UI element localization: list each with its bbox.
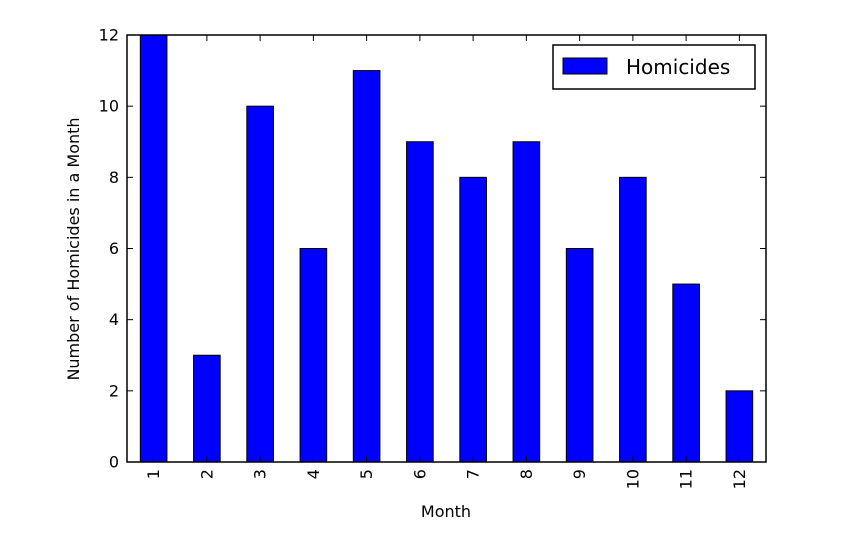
bar-month-11 bbox=[672, 283, 700, 463]
bar-month-12 bbox=[725, 390, 754, 463]
bar-month-7 bbox=[459, 176, 487, 463]
bar-month-10 bbox=[619, 176, 647, 463]
bar-month-1 bbox=[139, 34, 168, 463]
legend-swatch bbox=[562, 57, 608, 75]
x-tick-label: 1 bbox=[144, 469, 163, 479]
y-tick-label: 12 bbox=[99, 26, 119, 45]
bar-month-5 bbox=[352, 70, 381, 463]
bar-month-2 bbox=[193, 354, 221, 463]
bar-month-6 bbox=[406, 141, 434, 463]
bar-month-9 bbox=[565, 248, 594, 463]
x-axis-label: Month bbox=[421, 502, 471, 521]
y-tick-label: 8 bbox=[109, 168, 119, 187]
x-tick-label: 8 bbox=[517, 469, 536, 479]
legend: Homicides bbox=[552, 44, 756, 90]
plot-frame bbox=[126, 34, 767, 463]
x-tick-label: 7 bbox=[464, 469, 483, 479]
x-tick-label: 6 bbox=[410, 469, 429, 479]
x-tick-label: 5 bbox=[357, 469, 376, 479]
y-tick-label: 10 bbox=[99, 97, 119, 116]
x-tick-label: 10 bbox=[623, 469, 642, 489]
bars-group bbox=[139, 34, 754, 463]
x-tick-label: 11 bbox=[677, 469, 696, 489]
y-tick-label: 4 bbox=[109, 310, 119, 329]
x-tick-label: 4 bbox=[304, 469, 323, 479]
y-axis-label: Number of Homicides in a Month bbox=[64, 117, 83, 380]
x-tick-label: 12 bbox=[730, 469, 749, 489]
y-tick-label: 2 bbox=[109, 381, 119, 400]
x-tick-label: 3 bbox=[251, 469, 270, 479]
y-tick-label: 6 bbox=[109, 239, 119, 258]
bar-month-8 bbox=[512, 141, 541, 463]
x-tick-label: 9 bbox=[570, 469, 589, 479]
y-tick-label: 0 bbox=[109, 453, 119, 472]
x-tick-label: 2 bbox=[197, 469, 216, 479]
bar-month-3 bbox=[246, 105, 274, 463]
legend-label: Homicides bbox=[626, 55, 730, 79]
bar-month-4 bbox=[299, 248, 328, 463]
legend-box bbox=[552, 44, 756, 90]
